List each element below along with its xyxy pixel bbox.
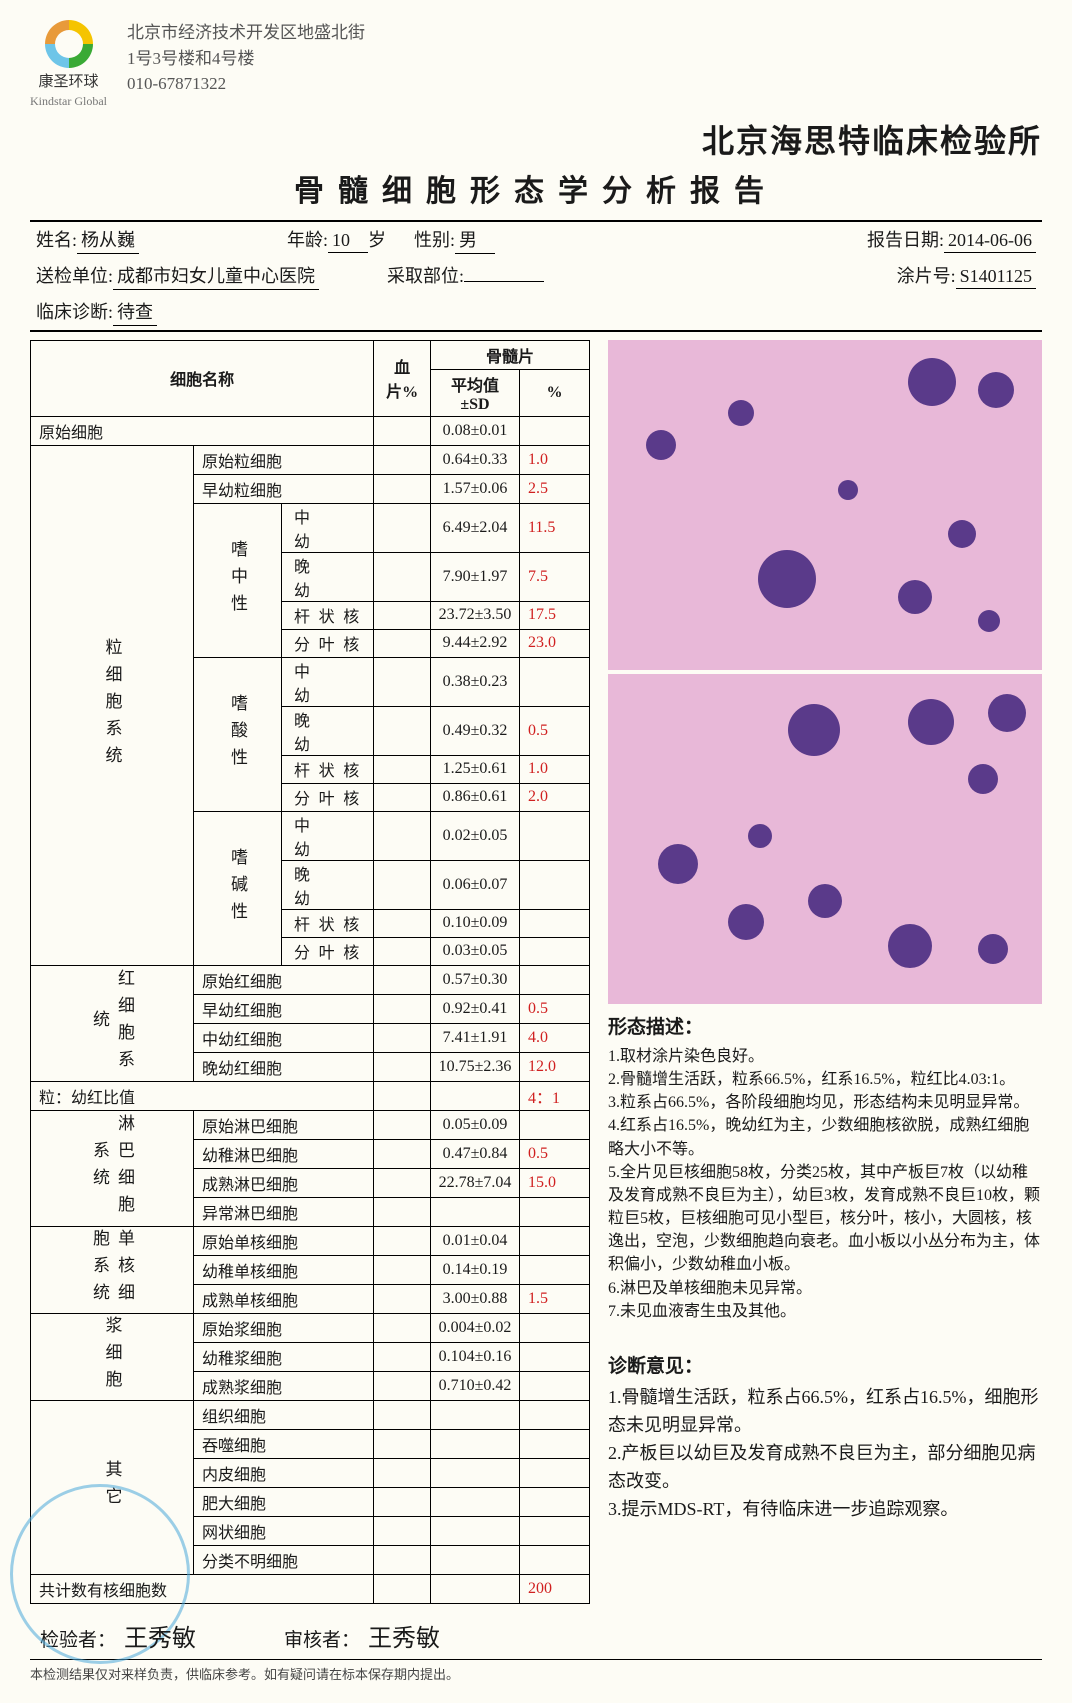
microscopy-image-1 <box>608 340 1042 670</box>
cell-count-table: 细胞名称 血片% 骨髓片 平均值±SD % 原始细胞0.08±0.01 粒细胞系… <box>30 340 590 1604</box>
company-name-cn: 康圣环球 <box>30 72 107 93</box>
diagnosis-opinion: 1.骨髓增生活跃，粒系占66.5%，红系占16.5%，细胞形态未见明显异常。 2… <box>608 1384 1042 1523</box>
table-row: 原始细胞0.08±0.01 <box>31 416 590 445</box>
divider <box>30 1659 1042 1660</box>
table-row: 红细胞系统原始红细胞0.57±0.30 <box>31 965 590 994</box>
right-column: 形态描述： 1.取材涂片染色良好。 2.骨髓增生活跃，粒系66.5%，红系16.… <box>608 340 1042 1604</box>
company-address: 北京市经济技术开发区地盛北街 1号3号楼和4号楼 010-67871322 <box>127 20 365 110</box>
letterhead: 康圣环球 Kindstar Global 北京市经济技术开发区地盛北街 1号3号… <box>30 20 1042 110</box>
morphology-heading: 形态描述： <box>608 1012 1042 1039</box>
table-row: 粒细胞系统原始粒细胞0.64±0.331.0 <box>31 445 590 474</box>
reviewer-signature: 王秀敏 <box>360 1626 448 1652</box>
sample-site <box>464 280 544 282</box>
lab-name: 北京海思特临床检验所 <box>30 116 1042 162</box>
patient-info-row2: 送检单位:成都市妇女儿童中心医院 采取部位: 涂片号:S1401125 <box>30 258 1042 294</box>
patient-info-row3: 临床诊断:待查 <box>30 294 1042 330</box>
report-date: 2014-06-06 <box>944 230 1036 253</box>
patient-age: 10 <box>328 230 368 253</box>
clinical-diagnosis: 待查 <box>113 298 157 326</box>
report-title: 骨髓细胞形态学分析报告 <box>30 166 1042 210</box>
morphology-description: 1.取材涂片染色良好。 2.骨髓增生活跃，粒系66.5%，红系16.5%，粒红比… <box>608 1045 1042 1323</box>
diagnosis-heading: 诊断意见： <box>608 1351 1042 1378</box>
patient-name: 杨从巍 <box>77 226 139 254</box>
table-row: 浆细胞原始浆细胞0.004±0.02 <box>31 1313 590 1342</box>
table-row: 淋巴细胞系统原始淋巴细胞0.05±0.09 <box>31 1110 590 1139</box>
table-row: 粒：幼红比值4：1 <box>31 1081 590 1110</box>
sending-hospital: 成都市妇女儿童中心医院 <box>113 262 319 290</box>
company-logo-block: 康圣环球 Kindstar Global <box>30 20 107 110</box>
signatures-row: 检验者：王秀敏 审核者：王秀敏 <box>30 1618 1042 1653</box>
logo-icon <box>45 20 93 68</box>
table-row: 单核细胞系统原始单核细胞0.01±0.04 <box>31 1226 590 1255</box>
patient-info-row1: 姓名:杨从巍 年龄:10岁 性别:男 报告日期:2014-06-06 <box>30 222 1042 258</box>
patient-gender: 男 <box>455 226 495 254</box>
divider <box>30 330 1042 332</box>
microscopy-image-2 <box>608 674 1042 1004</box>
slide-number: S1401125 <box>956 266 1036 289</box>
table-row: 其它组织细胞 <box>31 1400 590 1429</box>
company-name-en: Kindstar Global <box>30 93 107 110</box>
examiner-signature: 王秀敏 <box>116 1626 204 1652</box>
